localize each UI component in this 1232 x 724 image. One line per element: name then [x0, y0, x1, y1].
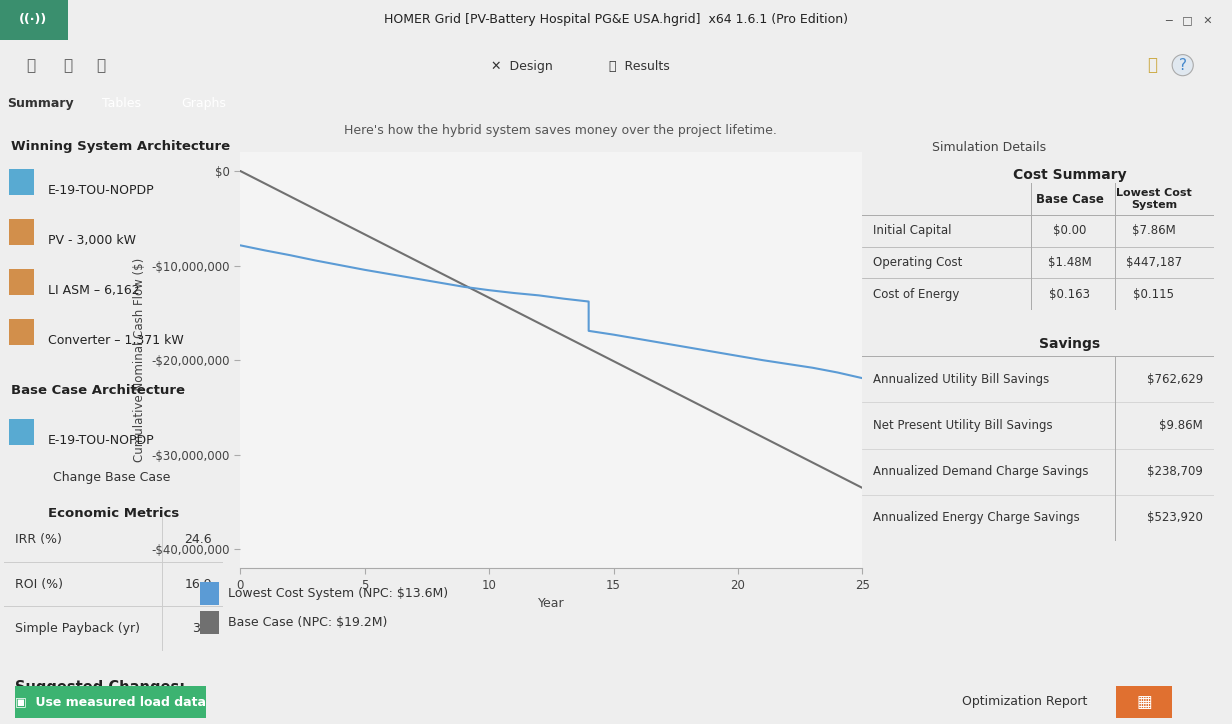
Text: $523,920: $523,920	[1147, 511, 1202, 524]
Bar	[10, 319, 34, 345]
Text: Base Case (NPC: $19.2M): Base Case (NPC: $19.2M)	[228, 616, 387, 629]
Text: HOMER Grid [PV-Battery Hospital PG&E USA.hgrid]  x64 1.6.1 (Pro Edition): HOMER Grid [PV-Battery Hospital PG&E USA…	[384, 14, 848, 26]
Text: 💾: 💾	[63, 58, 73, 72]
Text: Annualized Demand Charge Savings: Annualized Demand Charge Savings	[873, 465, 1088, 478]
Text: $0.115: $0.115	[1133, 287, 1174, 300]
Text: E-19-TOU-NOPDP: E-19-TOU-NOPDP	[48, 434, 154, 447]
Text: Base Case Architecture: Base Case Architecture	[11, 384, 185, 397]
Text: PV - 3,000 kW: PV - 3,000 kW	[48, 234, 136, 247]
Text: $762,629: $762,629	[1147, 373, 1202, 386]
Text: Simple Payback (yr): Simple Payback (yr)	[15, 622, 139, 635]
Text: Net Present Utility Bill Savings: Net Present Utility Bill Savings	[873, 419, 1052, 432]
Text: 3.7: 3.7	[192, 622, 212, 635]
Text: 16.9: 16.9	[185, 578, 212, 591]
Text: 🗁: 🗁	[26, 58, 36, 72]
Text: ((·)): ((·))	[20, 14, 47, 26]
Text: Savings: Savings	[1039, 337, 1100, 351]
Text: Change Base Case: Change Base Case	[53, 471, 170, 484]
Text: ROI (%): ROI (%)	[15, 578, 63, 591]
Text: 24.6: 24.6	[185, 533, 212, 546]
Bar	[10, 418, 34, 445]
Text: IRR (%): IRR (%)	[15, 533, 62, 546]
Bar	[200, 582, 219, 605]
X-axis label: Year: Year	[538, 597, 564, 610]
Text: Annualized Energy Charge Savings: Annualized Energy Charge Savings	[873, 511, 1079, 524]
Bar	[10, 219, 34, 245]
Text: 📋: 📋	[96, 58, 106, 72]
Text: Converter – 1,371 kW: Converter – 1,371 kW	[48, 334, 184, 347]
Text: Economic Metrics: Economic Metrics	[48, 507, 180, 520]
Text: Here's how the hybrid system saves money over the project lifetime.: Here's how the hybrid system saves money…	[344, 124, 777, 137]
Text: ?: ?	[1179, 58, 1186, 72]
Bar	[0, 0, 68, 40]
Text: Base Case: Base Case	[1036, 193, 1104, 206]
Text: Annualized Utility Bill Savings: Annualized Utility Bill Savings	[873, 373, 1050, 386]
Text: Operating Cost: Operating Cost	[873, 256, 962, 269]
Text: ▣  Use measured load data: ▣ Use measured load data	[15, 696, 206, 708]
Text: $1.48M: $1.48M	[1047, 256, 1092, 269]
Text: $238,709: $238,709	[1147, 465, 1202, 478]
Text: Optimization Report: Optimization Report	[962, 696, 1088, 708]
Text: Graphs: Graphs	[181, 97, 225, 110]
Text: Winning System Architecture: Winning System Architecture	[11, 140, 230, 153]
Text: Lowest Cost System (NPC: $13.6M): Lowest Cost System (NPC: $13.6M)	[228, 587, 447, 600]
Text: Lowest Cost
System: Lowest Cost System	[1116, 188, 1191, 210]
Text: ▦: ▦	[1136, 693, 1152, 711]
Bar	[200, 611, 219, 634]
Text: ─   □   ✕: ─ □ ✕	[1165, 15, 1212, 25]
Text: Cost of Energy: Cost of Energy	[873, 287, 960, 300]
Text: Summary: Summary	[7, 97, 74, 110]
Text: Initial Capital: Initial Capital	[873, 224, 951, 237]
Text: E-19-TOU-NOPDP: E-19-TOU-NOPDP	[48, 184, 154, 197]
FancyBboxPatch shape	[7, 684, 213, 720]
Text: $447,187: $447,187	[1126, 256, 1181, 269]
Text: 🏛: 🏛	[1147, 56, 1157, 74]
Bar	[10, 169, 34, 195]
Text: Tables: Tables	[102, 97, 142, 110]
Text: Simulation Details: Simulation Details	[931, 141, 1046, 153]
Text: 🗒  Results: 🗒 Results	[609, 60, 670, 73]
Text: ✕  Design: ✕ Design	[492, 60, 553, 73]
Text: LI ASM – 6,162: LI ASM – 6,162	[48, 284, 139, 297]
Text: $7.86M: $7.86M	[1132, 224, 1175, 237]
Text: $0.163: $0.163	[1050, 287, 1090, 300]
Bar	[10, 269, 34, 295]
Text: $9.86M: $9.86M	[1159, 419, 1202, 432]
Text: $0.00: $0.00	[1053, 224, 1087, 237]
Text: Cost Summary: Cost Summary	[1013, 168, 1126, 182]
Text: Suggested Changes:: Suggested Changes:	[15, 680, 185, 695]
Y-axis label: Cumulative Nominal Cash Flow ($): Cumulative Nominal Cash Flow ($)	[133, 258, 145, 463]
